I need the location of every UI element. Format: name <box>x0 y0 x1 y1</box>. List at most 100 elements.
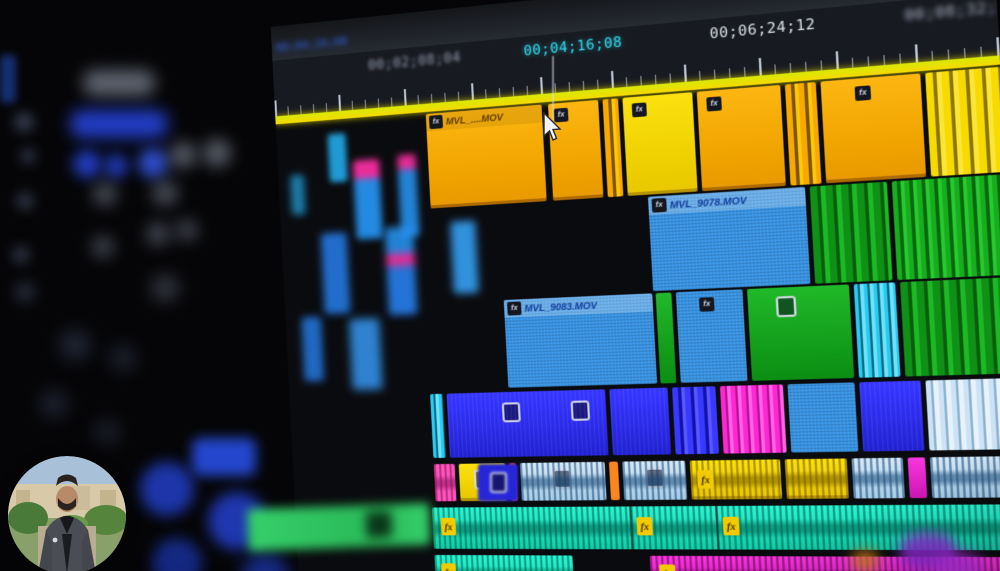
clip-name: MVL_9078.MOV <box>669 194 748 210</box>
video-clip-green[interactable] <box>655 292 677 384</box>
video-clip-cyan-cuts[interactable] <box>430 393 446 458</box>
audio-clip-teal[interactable]: fx <box>434 554 575 571</box>
audio-clip-light[interactable] <box>622 460 688 501</box>
bokeh-dot <box>170 142 196 168</box>
video-clip-orange[interactable]: fx MVL_....MOV <box>425 104 547 209</box>
bokeh-dot <box>152 180 178 206</box>
video-clip-blue[interactable]: fx MVL_9083.MOV <box>503 293 658 388</box>
fx-badge-icon[interactable]: fx <box>854 85 872 102</box>
fx-badge[interactable]: fx <box>697 470 715 489</box>
video-clip-orange[interactable]: fx <box>696 84 786 192</box>
audio-clip-yellow[interactable] <box>784 458 849 499</box>
clip-thumbnail-icon <box>775 295 797 318</box>
blurred-clip <box>327 132 348 183</box>
video-clip-light-cuts[interactable] <box>925 377 1000 451</box>
mouse-cursor-icon <box>541 111 563 147</box>
fx-badge[interactable]: fx <box>636 517 654 536</box>
blurred-orange-clip <box>852 550 878 571</box>
editing-timeline-panel: 00;04;16;08 00;02;08;04 00;04;16;08 00;0… <box>270 0 1000 571</box>
video-clip-yellow[interactable]: fx <box>622 92 698 196</box>
video-clip-royal-cuts[interactable] <box>672 386 720 455</box>
presenter-avatar <box>8 456 126 571</box>
timeline-timecode-display: 00;04;16;08 <box>275 34 348 55</box>
blurred-clip <box>320 232 351 315</box>
video-clip-green[interactable] <box>891 174 1000 280</box>
bokeh-dot <box>73 150 101 178</box>
bokeh-dot <box>93 182 117 206</box>
bokeh-dot <box>20 148 36 164</box>
bokeh-dot <box>110 345 136 371</box>
audio-clip-light[interactable] <box>929 455 1000 498</box>
fx-badge-icon[interactable]: fx <box>507 301 522 316</box>
fx-badge-icon[interactable]: fx <box>651 197 667 213</box>
clip-thumbnail-icon <box>501 402 521 423</box>
video-clip-magenta-cuts[interactable] <box>719 384 787 454</box>
blurred-clip <box>384 226 418 316</box>
audio-clip-light[interactable] <box>851 457 906 499</box>
audio-clip-yellow[interactable]: fx <box>689 459 783 500</box>
bokeh-dot <box>192 438 256 476</box>
audio-clip-orange[interactable] <box>608 461 620 501</box>
video-clip-yellow-cuts[interactable] <box>925 66 1000 177</box>
bokeh-dot <box>95 420 119 444</box>
playhead-line[interactable] <box>552 56 554 120</box>
blurred-clip <box>290 174 306 216</box>
clip-cut <box>629 506 634 550</box>
blurred-clip <box>348 317 383 391</box>
audio-clip-pink[interactable] <box>433 463 457 502</box>
clip-thumbnail-icon <box>644 467 666 489</box>
bokeh-dot <box>104 154 128 178</box>
video-clip-blue[interactable]: fx <box>675 289 748 383</box>
clip-thumbnail-icon <box>490 472 507 493</box>
fx-badge-icon[interactable]: fx <box>428 114 444 130</box>
blurred-clip <box>301 316 325 382</box>
video-clip-royal[interactable] <box>859 380 925 452</box>
bokeh-dot <box>70 110 168 138</box>
bokeh-dot <box>152 275 178 301</box>
ruler-timecode-label: 00;02;08;04 <box>367 50 462 74</box>
bokeh-dot <box>203 139 231 167</box>
bokeh-dot <box>15 282 35 302</box>
track-a3: fx fx <box>298 554 1000 571</box>
fx-badge-icon[interactable]: fx <box>706 96 722 112</box>
video-clip-green[interactable] <box>900 277 1000 377</box>
clip-cut <box>715 505 720 550</box>
bokeh-dot <box>83 70 155 96</box>
bokeh-dot <box>14 112 34 132</box>
video-clip-orange[interactable]: fx <box>820 73 927 184</box>
blurred-green-clip <box>247 502 431 552</box>
audio-clip-light[interactable] <box>519 461 607 501</box>
video-clip-blue[interactable]: fx MVL_9078.MOV <box>648 186 811 292</box>
track-a1: fx <box>293 455 1000 502</box>
video-clip-orange-cuts[interactable] <box>602 98 624 198</box>
blurred-blue-clip <box>478 464 518 501</box>
bokeh-dot <box>60 330 90 360</box>
ruler-timecode-label-active: 00;04;16;08 <box>523 34 623 60</box>
ruler-timecode-label: 00;06;24;12 <box>709 16 816 43</box>
fx-badge[interactable]: fx <box>441 563 457 571</box>
bokeh-dot <box>146 222 170 246</box>
blurred-purple-clip <box>936 553 982 571</box>
video-clip-royal[interactable] <box>446 389 609 458</box>
video-clip-cyan-cuts[interactable] <box>853 282 901 378</box>
audio-clip-magenta[interactable] <box>907 457 928 499</box>
video-clip-green[interactable] <box>746 284 855 381</box>
video-clip-orange-cuts[interactable] <box>784 81 822 186</box>
blurred-clip <box>450 220 479 295</box>
fx-badge-icon[interactable]: fx <box>698 297 715 312</box>
fx-badge-icon[interactable]: fx <box>631 102 647 118</box>
clip-thumbnail-icon <box>552 468 572 489</box>
bokeh-dot <box>0 55 16 103</box>
clip-thumbnail-icon <box>570 400 591 421</box>
video-clip-green[interactable] <box>809 181 893 284</box>
bokeh-dot <box>152 538 202 571</box>
fx-badge[interactable]: fx <box>440 517 457 536</box>
video-clip-royal[interactable] <box>609 387 672 456</box>
blurred-clip <box>352 158 384 240</box>
fx-badge[interactable]: fx <box>659 564 676 571</box>
fx-badge[interactable]: fx <box>722 516 740 536</box>
video-clip-blue[interactable] <box>787 382 859 453</box>
clip-name: MVL_9083.MOV <box>524 299 598 314</box>
bokeh-dot <box>140 462 194 516</box>
